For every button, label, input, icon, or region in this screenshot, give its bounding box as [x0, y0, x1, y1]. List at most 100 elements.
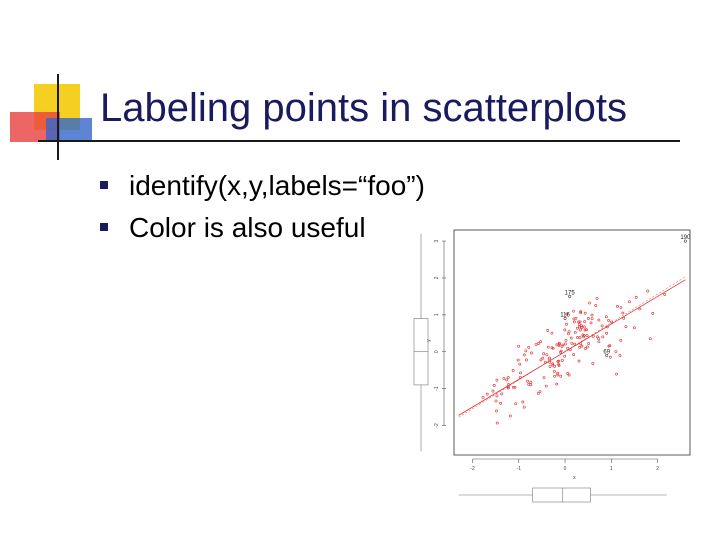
slide-title: Labeling points in scatterplots [100, 86, 627, 130]
data-point [597, 318, 601, 322]
data-point [522, 405, 526, 409]
scatterplot-figure: -2 -1 0 1 2 3 y -2 -1 0 1 2 x 190 175 116 69 [413, 229, 691, 503]
data-point [587, 342, 591, 345]
data-point [597, 340, 601, 344]
data-point [517, 344, 520, 348]
data-point [619, 306, 623, 309]
data-point [546, 345, 550, 349]
data-point [513, 385, 517, 389]
data-point [556, 371, 560, 375]
y-axis-label: y [426, 339, 432, 342]
bullet-text: identify(x,y,labels=“foo”) [129, 170, 425, 201]
data-point [542, 376, 546, 380]
data-point [663, 292, 667, 296]
data-point [521, 400, 525, 404]
data-point [622, 316, 626, 320]
data-point [580, 344, 584, 348]
data-point [579, 310, 583, 314]
smooth-line [458, 276, 686, 418]
data-point [548, 356, 551, 360]
labeled-point [683, 239, 687, 243]
data-point [552, 370, 556, 373]
data-point [539, 358, 543, 362]
bullet-square-icon [100, 181, 108, 189]
data-point [618, 354, 622, 357]
data-point [581, 333, 585, 337]
x-tick-label: 0 [564, 466, 567, 472]
bullet-text: Color is also useful [129, 212, 366, 243]
data-point [624, 325, 628, 329]
data-point [506, 386, 510, 390]
data-point [577, 323, 581, 326]
data-point [580, 325, 584, 329]
data-point [557, 343, 561, 347]
data-point [556, 373, 560, 377]
data-point [500, 392, 504, 396]
x-boxplot-box [532, 487, 591, 503]
data-point [511, 369, 515, 372]
data-point [579, 328, 582, 332]
data-point [560, 359, 564, 362]
data-point [555, 382, 559, 386]
data-point [614, 350, 618, 353]
data-point [608, 344, 612, 348]
x-tick-label: 1 [610, 466, 613, 472]
data-point [559, 374, 563, 378]
data-point [638, 307, 642, 311]
data-point [590, 317, 594, 321]
data-point [559, 350, 562, 354]
data-point [506, 376, 510, 379]
y-tick-label: 3 [434, 239, 440, 242]
data-point [553, 364, 557, 368]
data-point [634, 295, 638, 299]
data-point [582, 325, 586, 329]
data-point [527, 382, 531, 386]
data-point [495, 421, 499, 425]
data-point [577, 359, 581, 363]
data-point [589, 321, 593, 325]
labeled-point [568, 294, 572, 298]
data-point [526, 379, 529, 383]
data-point [499, 401, 502, 405]
data-point [604, 315, 608, 319]
data-point [585, 334, 589, 337]
data-point [615, 372, 618, 376]
y-tick-label: 0 [434, 350, 440, 353]
x-axis-label: x [573, 475, 576, 481]
data-point [588, 301, 591, 305]
data-point [522, 353, 526, 357]
data-point [551, 346, 555, 350]
data-point [567, 332, 570, 336]
x-tick-label: -1 [517, 466, 522, 472]
data-point [557, 359, 561, 363]
data-point [586, 317, 590, 320]
data-point [576, 336, 579, 339]
data-point [583, 311, 587, 315]
data-point [619, 339, 623, 342]
data-point [525, 358, 528, 362]
data-point [591, 362, 595, 365]
x-tick-label: 2 [656, 466, 659, 472]
data-point [505, 378, 509, 382]
y-tick-label: -1 [434, 386, 440, 391]
data-point [527, 346, 531, 349]
data-point [632, 326, 636, 330]
data-point [597, 337, 600, 341]
data-point [601, 335, 605, 339]
data-point [491, 389, 495, 393]
data-point [502, 377, 506, 380]
data-point [542, 352, 546, 356]
data-point [495, 409, 498, 413]
data-point [538, 390, 542, 394]
title-underline [38, 140, 680, 142]
data-point [534, 342, 538, 346]
data-point [511, 385, 515, 389]
data-point [564, 338, 568, 342]
data-point [628, 300, 631, 304]
y-tick-label: 1 [434, 313, 440, 316]
title-decoration [10, 74, 92, 160]
data-point [560, 345, 564, 348]
data-point [541, 356, 545, 360]
data-point [495, 378, 499, 382]
data-point [648, 337, 652, 341]
